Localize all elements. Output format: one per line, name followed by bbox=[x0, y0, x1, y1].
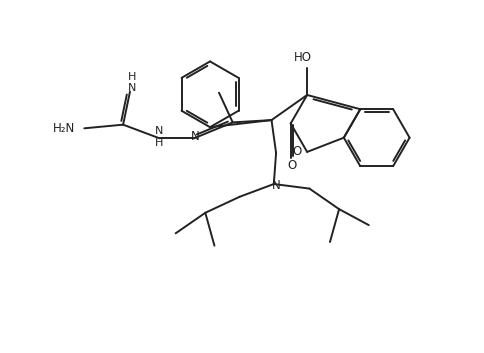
Text: HO: HO bbox=[294, 51, 312, 64]
Text: H₂N: H₂N bbox=[53, 122, 75, 135]
Text: N: N bbox=[190, 131, 199, 143]
Text: N
H: N H bbox=[154, 126, 163, 148]
Text: O: O bbox=[292, 145, 302, 158]
Text: H
N: H N bbox=[128, 72, 136, 94]
Text: O: O bbox=[287, 160, 297, 172]
Text: N: N bbox=[272, 179, 280, 192]
